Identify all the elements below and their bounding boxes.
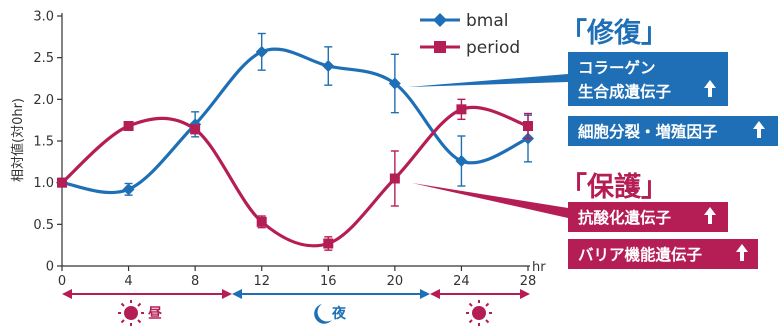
period-night [232, 289, 430, 299]
x-tick-label: 28 [520, 274, 537, 289]
repair-box-1-line-1: コラーゲン [578, 58, 656, 77]
series-line [60, 47, 530, 195]
protect-box-1-arrow-icon [704, 207, 716, 224]
x-tick-label: 8 [191, 274, 199, 289]
data-point [190, 124, 201, 135]
data-point [122, 183, 135, 196]
data-point [389, 173, 400, 184]
y-tick-label: 1.5 [33, 135, 54, 150]
y-tick-label: 0.5 [33, 218, 54, 233]
y-axis-label: 相対値(対0hr) [10, 98, 26, 182]
repair-box-1 [568, 52, 728, 106]
protect-pointer [412, 183, 568, 218]
repair-box-2-arrow-icon [753, 121, 765, 138]
y-tick-label: 3.0 [33, 10, 54, 25]
data-point [255, 45, 268, 58]
repair-box-2-text: 細胞分裂・増殖因子 [578, 122, 718, 141]
protect-box-2-text: バリア機能遺伝子 [578, 245, 703, 264]
period-day-2 [430, 289, 530, 299]
protect-box-1 [568, 202, 728, 232]
period-day-1 [62, 289, 232, 299]
data-point [57, 177, 67, 188]
legend-bmal-label: bmal [466, 11, 509, 31]
y-tick-label: 0 [46, 260, 54, 275]
repair-box-2 [568, 116, 778, 146]
data-point [455, 155, 468, 167]
legend-bmal: bmal [420, 11, 509, 31]
protect-box-1-text: 抗酸化遺伝子 [578, 208, 672, 227]
repair-box-1-line-2: 生合成遺伝子 [578, 82, 672, 101]
sun-icon [466, 300, 492, 326]
y-tick-label: 2.0 [33, 93, 54, 108]
series-layer [56, 32, 534, 251]
repair-heading: 「修復」 [560, 17, 668, 49]
data-point [388, 77, 401, 90]
data-point [123, 121, 134, 131]
protect-annotation: 「保護」 抗酸化遺伝子 バリア機能遺伝子 [412, 171, 758, 269]
x-tick-label: 0 [58, 274, 66, 289]
data-point [456, 104, 467, 115]
x-tick-label: 20 [387, 274, 404, 289]
repair-annotation: 「修復」 コラーゲン 生合成遺伝子 細胞分裂・増殖因子 [408, 17, 778, 146]
protect-box-2-arrow-icon [736, 244, 748, 261]
data-point [322, 60, 335, 72]
data-point [523, 121, 533, 131]
y-ticks: 0 0.5 1.0 1.5 2.0 2.5 3.0 [33, 10, 62, 275]
x-tick-label: 16 [320, 274, 337, 289]
period-day-label: 昼 [148, 306, 162, 322]
y-tick-label: 1.0 [33, 176, 54, 191]
sun-icon [118, 300, 144, 326]
data-point [256, 216, 267, 227]
series-period [57, 98, 533, 251]
legend-period: period [420, 38, 520, 58]
series-bmal [56, 32, 534, 196]
x-tick-label: 24 [453, 274, 470, 289]
protect-box-2 [568, 239, 758, 269]
repair-box-1-arrow-icon [704, 80, 716, 97]
x-ticks: 0 4 8 12 16 20 24 28 [58, 266, 536, 289]
moon-icon [314, 304, 332, 324]
legend: bmal period [420, 11, 520, 58]
protect-heading: 「保護」 [560, 171, 668, 203]
period-night-label: 夜 [331, 305, 347, 322]
legend-period-label: period [466, 38, 520, 58]
x-axis-unit: hr [532, 260, 546, 275]
repair-pointer [408, 74, 568, 87]
y-tick-label: 2.5 [33, 51, 54, 66]
x-tick-label: 4 [124, 274, 132, 289]
x-tick-label: 12 [253, 274, 270, 289]
day-night-periods: 昼 夜 [62, 289, 530, 326]
data-point [323, 238, 334, 249]
